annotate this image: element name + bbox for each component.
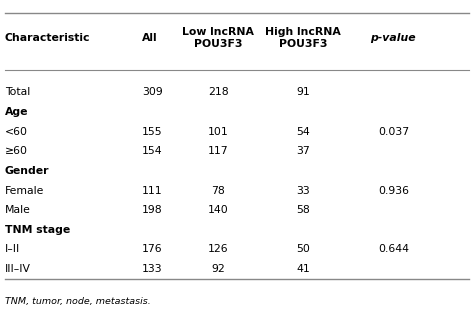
Text: 117: 117: [208, 146, 228, 156]
Text: Gender: Gender: [5, 166, 49, 176]
Text: III–IV: III–IV: [5, 264, 31, 274]
Text: 155: 155: [142, 126, 163, 137]
Text: 140: 140: [208, 205, 228, 215]
Text: High lncRNA
POU3F3: High lncRNA POU3F3: [265, 27, 341, 49]
Text: 198: 198: [142, 205, 163, 215]
Text: 0.936: 0.936: [378, 185, 409, 196]
Text: 111: 111: [142, 185, 163, 196]
Text: 154: 154: [142, 146, 163, 156]
Text: 54: 54: [296, 126, 310, 137]
Text: 218: 218: [208, 87, 228, 97]
Text: 176: 176: [142, 244, 163, 255]
Text: 37: 37: [296, 146, 310, 156]
Text: 101: 101: [208, 126, 228, 137]
Text: 33: 33: [296, 185, 310, 196]
Text: 50: 50: [296, 244, 310, 255]
Text: 0.037: 0.037: [378, 126, 409, 137]
Text: 309: 309: [142, 87, 163, 97]
Text: p-value: p-value: [371, 33, 416, 43]
Text: 126: 126: [208, 244, 228, 255]
Text: 78: 78: [211, 185, 225, 196]
Text: 92: 92: [211, 264, 225, 274]
Text: 58: 58: [296, 205, 310, 215]
Text: 41: 41: [296, 264, 310, 274]
Text: Total: Total: [5, 87, 30, 97]
Text: Male: Male: [5, 205, 31, 215]
Text: 91: 91: [296, 87, 310, 97]
Text: TNM, tumor, node, metastasis.: TNM, tumor, node, metastasis.: [5, 297, 150, 306]
Text: Characteristic: Characteristic: [5, 33, 90, 43]
Text: 133: 133: [142, 264, 163, 274]
Text: <60: <60: [5, 126, 28, 137]
Text: I–II: I–II: [5, 244, 20, 255]
Text: ≥60: ≥60: [5, 146, 28, 156]
Text: TNM stage: TNM stage: [5, 225, 70, 235]
Text: Age: Age: [5, 107, 28, 117]
Text: 0.644: 0.644: [378, 244, 409, 255]
Text: Female: Female: [5, 185, 44, 196]
Text: All: All: [142, 33, 158, 43]
Text: Low lncRNA
POU3F3: Low lncRNA POU3F3: [182, 27, 254, 49]
